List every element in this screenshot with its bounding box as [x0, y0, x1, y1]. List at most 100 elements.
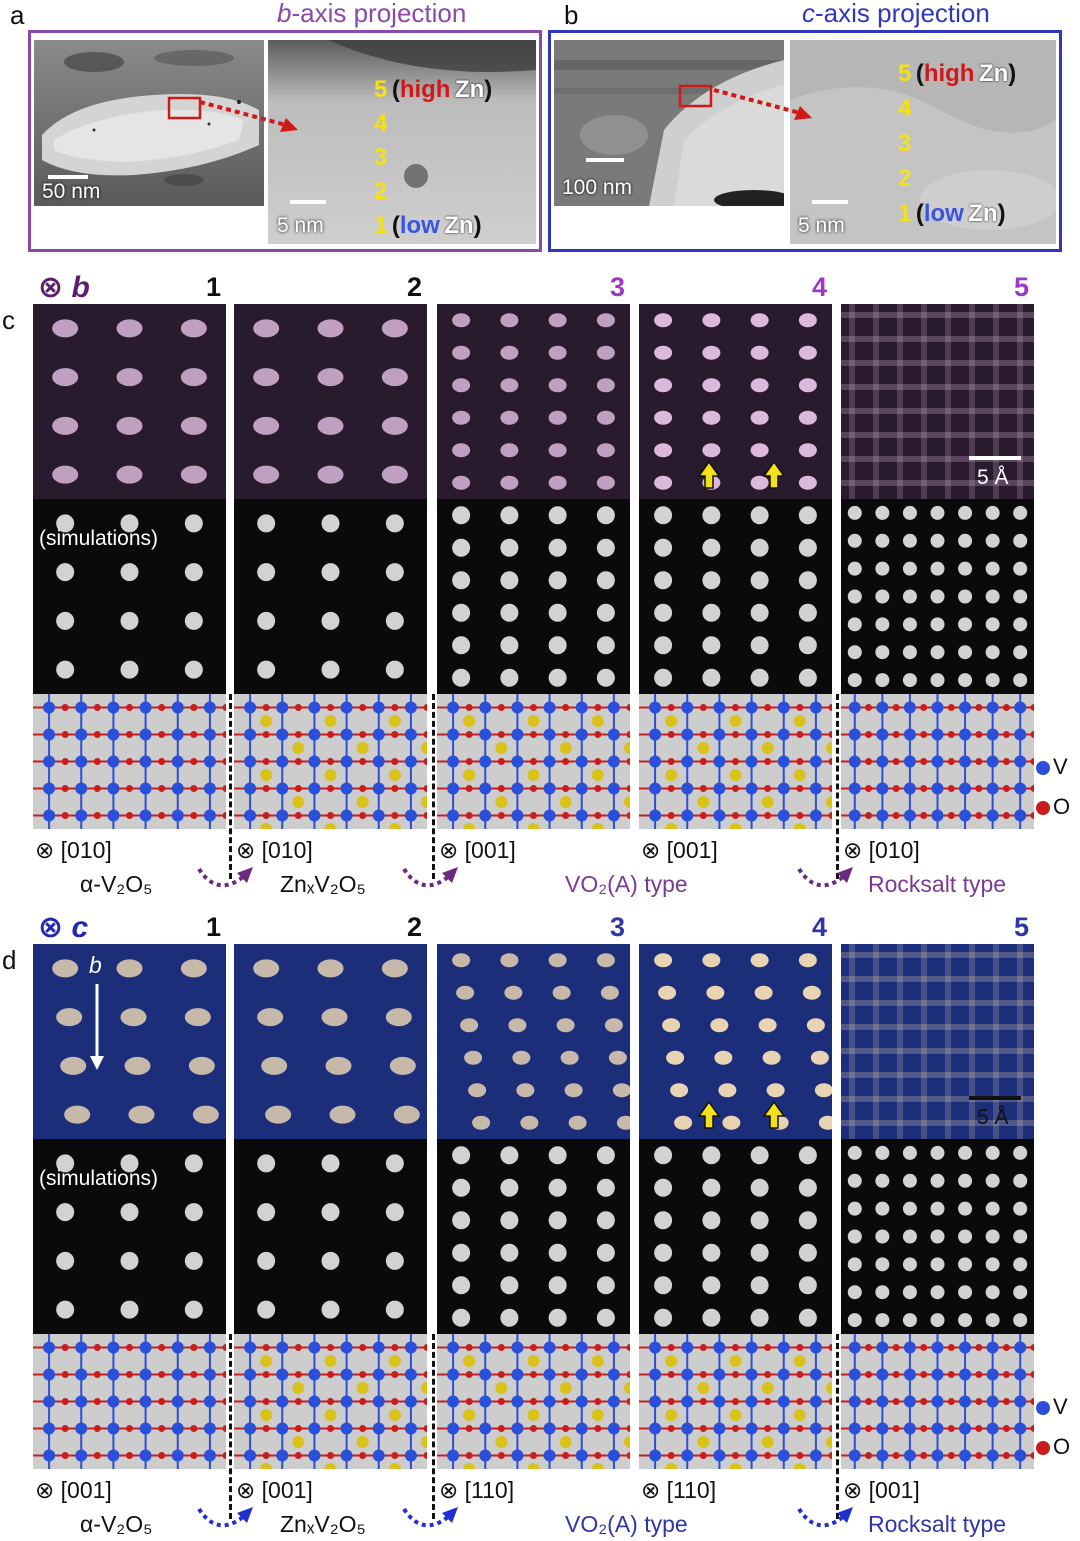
zone-axis-label: ⊗ [001] — [843, 1477, 920, 1503]
phase-label: VO₂(A) type — [565, 871, 688, 897]
panel-a-frame — [28, 30, 542, 252]
legend-o-label: O — [1053, 794, 1071, 819]
phase-label: Rocksalt type — [868, 871, 1007, 897]
zn-open: ( — [915, 200, 924, 227]
panel-c-axis-header: ⊗ b — [38, 270, 90, 305]
legend-v-label: V — [1053, 1394, 1068, 1419]
legend-o-label: O — [1053, 1434, 1071, 1459]
phase-label: α-V₂O₅ — [80, 1511, 153, 1537]
simulation-image — [437, 1139, 630, 1334]
panel-b-title: c-axis projection — [802, 0, 990, 29]
stem-image — [33, 944, 226, 1139]
panel-a-right-scale-label: 5 nm — [277, 214, 324, 237]
zn-open: ( — [391, 212, 400, 239]
scale-bar-label: 5 Å — [977, 466, 1009, 489]
structure-model-image — [234, 694, 427, 829]
legend-v: V — [1036, 754, 1068, 780]
simulation-image — [33, 499, 226, 694]
legend-v-label: V — [1053, 754, 1068, 779]
zn-level-1: 1 — [898, 200, 912, 227]
panel-a-zn-levels: 5 (high Zn) 4 3 2 1 (low Zn) — [374, 74, 492, 244]
panel-b-zoom-image — [790, 40, 1060, 244]
stem-image — [639, 944, 832, 1139]
simulation-image — [234, 499, 427, 694]
zone-axis-label: ⊗ [001] — [35, 1477, 112, 1503]
zn-label: Zn — [444, 212, 474, 239]
zn-close: ) — [484, 76, 493, 103]
zone-axis-label: ⊗ [010] — [236, 837, 313, 863]
stem-image — [437, 304, 630, 499]
panel-d-letter: d — [2, 945, 17, 975]
panel-c-letter: c — [2, 305, 15, 335]
panel-d-axis-label: c — [71, 911, 89, 944]
structure-model-image — [234, 1334, 427, 1469]
zn-low-label: low — [923, 200, 964, 227]
structure-model-image — [33, 1334, 226, 1469]
panel-a-title-axis: b — [277, 0, 292, 28]
zn-level-2: 2 — [374, 178, 388, 205]
simulation-caption: (simulations) — [39, 1167, 159, 1190]
column-number: 4 — [811, 272, 827, 302]
transition-arrow — [400, 863, 462, 897]
zn-open: ( — [915, 60, 924, 87]
structure-model-image — [841, 694, 1034, 829]
column-separator — [229, 1334, 232, 1519]
panel-d-axis-header: ⊗ c — [38, 910, 88, 945]
zn-level-2: 2 — [898, 165, 912, 192]
panel-b-overview-image — [554, 40, 794, 210]
zone-axis-label: ⊗ [110] — [439, 1477, 515, 1503]
zn-level-5: 5 — [898, 60, 912, 87]
o-atom-icon — [1036, 1441, 1050, 1455]
panel-b-title-axis: c — [802, 0, 815, 28]
structure-model-image — [437, 694, 630, 829]
stem-image — [841, 944, 1034, 1139]
zn-label: Zn — [454, 76, 485, 103]
panel-a-left-scale-label: 50 nm — [42, 180, 101, 203]
column-separator — [836, 694, 839, 879]
panel-a-overview-image — [34, 40, 264, 206]
legend-o: O — [1036, 1434, 1070, 1460]
panel-b-zn-levels: 5 (high Zn) 4 3 2 1 (low Zn) — [898, 58, 1016, 233]
structure-model-image — [841, 1334, 1034, 1469]
zone-axis-symbol: ⊗ — [38, 911, 64, 944]
zn-open: ( — [391, 76, 400, 103]
zn-level-5: 5 — [374, 76, 388, 103]
stem-image — [234, 944, 427, 1139]
panel-a-title: b-axis projection — [277, 0, 466, 29]
column-number: 1 — [205, 272, 221, 302]
zone-axis-label: ⊗ [010] — [843, 837, 920, 863]
panel-b-zoom-arrow — [713, 88, 812, 120]
panel-b-title-rest: -axis projection — [815, 0, 990, 28]
stem-image — [841, 304, 1034, 499]
simulation-image — [437, 499, 630, 694]
panel-a-title-rest: -axis projection — [291, 0, 467, 28]
panel-c-axis-label: b — [71, 271, 90, 304]
column-separator — [432, 694, 435, 879]
column-number: 3 — [609, 272, 625, 302]
column-number: 5 — [1013, 272, 1029, 302]
panel-b-letter: b — [564, 0, 579, 30]
column-number: 4 — [811, 912, 827, 942]
simulation-image — [234, 1139, 427, 1334]
zn-low-label: low — [399, 212, 440, 239]
zn-level-4: 4 — [374, 110, 388, 137]
transition-arrow — [795, 1503, 857, 1537]
transition-arrow — [195, 1503, 257, 1537]
v-atom-icon — [1036, 1401, 1050, 1415]
zn-level-3: 3 — [898, 130, 912, 157]
column-number: 2 — [406, 272, 422, 302]
phase-label: Rocksalt type — [868, 1511, 1007, 1537]
column-number: 1 — [205, 912, 221, 942]
transition-arrow — [400, 1503, 462, 1537]
zn-label: Zn — [968, 200, 998, 227]
zn-label: Zn — [978, 60, 1009, 87]
phase-label: VO₂(A) type — [565, 1511, 688, 1537]
legend-o: O — [1036, 794, 1070, 820]
zn-close: ) — [997, 200, 1006, 227]
simulation-image — [639, 499, 832, 694]
phase-label: ZnₓV₂O₅ — [280, 871, 366, 897]
column-number: 2 — [406, 912, 422, 942]
column-number: 5 — [1013, 912, 1029, 942]
zone-axis-label: ⊗ [001] — [439, 837, 516, 863]
o-atom-icon — [1036, 801, 1050, 815]
